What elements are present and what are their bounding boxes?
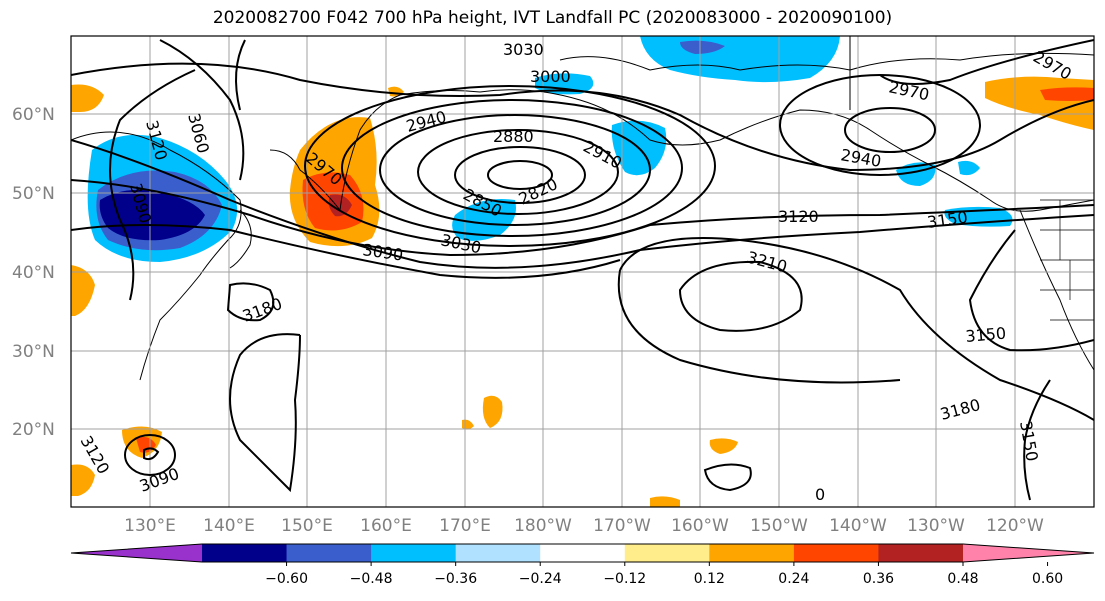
colorbar: −0.60 −0.48 −0.36 −0.24 −0.12 0.12 0.24 0.36 0.4… <box>70 543 1095 587</box>
colorbar-extension-high <box>963 544 1094 562</box>
colorbar-tick-label: 0.48 <box>947 571 978 587</box>
lat-label-50: 50°N <box>12 184 55 204</box>
colorbar-segment <box>624 544 710 562</box>
colorbar-tick-label: 0.12 <box>694 571 725 587</box>
colorbar-segment <box>793 544 879 562</box>
colorbar-segment <box>709 544 795 562</box>
colorbar-tick-label: −0.12 <box>603 571 646 587</box>
height-contours <box>71 39 1094 501</box>
map-frame <box>70 35 1095 508</box>
colorbar-segment <box>286 544 372 562</box>
lon-label: 170°E <box>439 516 491 536</box>
latitude-labels: 60°N 50°N 40°N 30°N 20°N <box>12 105 55 440</box>
colorbar-segment <box>540 544 626 562</box>
svg-text:3030: 3030 <box>503 40 544 59</box>
coastlines <box>71 36 1094 381</box>
graticule <box>71 36 1094 507</box>
svg-text:2880: 2880 <box>493 127 534 146</box>
lat-label-20: 20°N <box>12 420 55 440</box>
colorbar-tick-label: 0.36 <box>863 571 894 587</box>
colorbar-extension-low <box>71 544 202 562</box>
colorbar-tick-label: 0.60 <box>1032 571 1063 587</box>
lon-label: 160°E <box>360 516 412 536</box>
lon-label: 130°W <box>907 516 965 536</box>
colorbar-tick-label: −0.24 <box>519 571 562 587</box>
colorbar-segment <box>371 544 457 562</box>
colorbar-tick-label: −0.60 <box>265 571 308 587</box>
svg-text:0: 0 <box>815 485 825 504</box>
svg-text:3000: 3000 <box>530 67 571 86</box>
lon-label: 180°W <box>514 516 572 536</box>
political-borders <box>1040 199 1094 321</box>
lat-label-30: 30°N <box>12 342 55 362</box>
lon-label: 140°E <box>203 516 255 536</box>
longitude-labels: 130°E 140°E 150°E 160°E 170°E 180°W 170°… <box>124 516 1044 536</box>
lat-label-40: 40°N <box>12 263 55 283</box>
map-title: 2020082700 F042 700 hPa height, IVT Land… <box>212 8 893 28</box>
colorbar-segment <box>202 544 288 562</box>
lon-label: 150°W <box>750 516 808 536</box>
colorbar-segment <box>878 544 964 562</box>
lat-label-60: 60°N <box>12 105 55 125</box>
colorbar-tick-label: −0.48 <box>350 571 393 587</box>
lon-label: 160°W <box>671 516 729 536</box>
svg-text:3120: 3120 <box>778 207 819 226</box>
lon-label: 120°W <box>986 516 1044 536</box>
colorbar-tick-label: −0.36 <box>434 571 477 587</box>
lon-label: 150°E <box>281 516 333 536</box>
lon-label: 170°W <box>593 516 651 536</box>
lon-label: 130°E <box>124 516 176 536</box>
colorbar-segment <box>455 544 541 562</box>
lon-label: 140°W <box>829 516 887 536</box>
colorbar-outline <box>70 543 1095 563</box>
svg-text:3150: 3150 <box>965 324 1007 346</box>
colorbar-tick-label: 0.24 <box>778 571 809 587</box>
